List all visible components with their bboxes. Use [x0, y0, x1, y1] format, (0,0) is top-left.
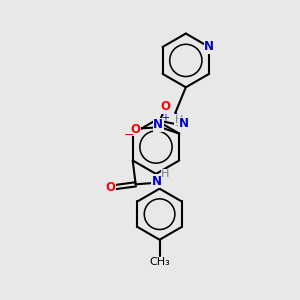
Text: O: O — [130, 123, 140, 136]
Text: O: O — [161, 100, 171, 113]
Text: N: N — [152, 175, 162, 188]
Text: N: N — [153, 118, 163, 131]
Text: N: N — [179, 117, 189, 130]
Text: H: H — [161, 169, 170, 179]
Text: CH₃: CH₃ — [149, 256, 170, 266]
Text: −: − — [124, 129, 134, 142]
Text: O: O — [105, 181, 115, 194]
Text: N: N — [204, 40, 214, 53]
Text: H: H — [175, 115, 183, 124]
Text: +: + — [161, 113, 169, 123]
